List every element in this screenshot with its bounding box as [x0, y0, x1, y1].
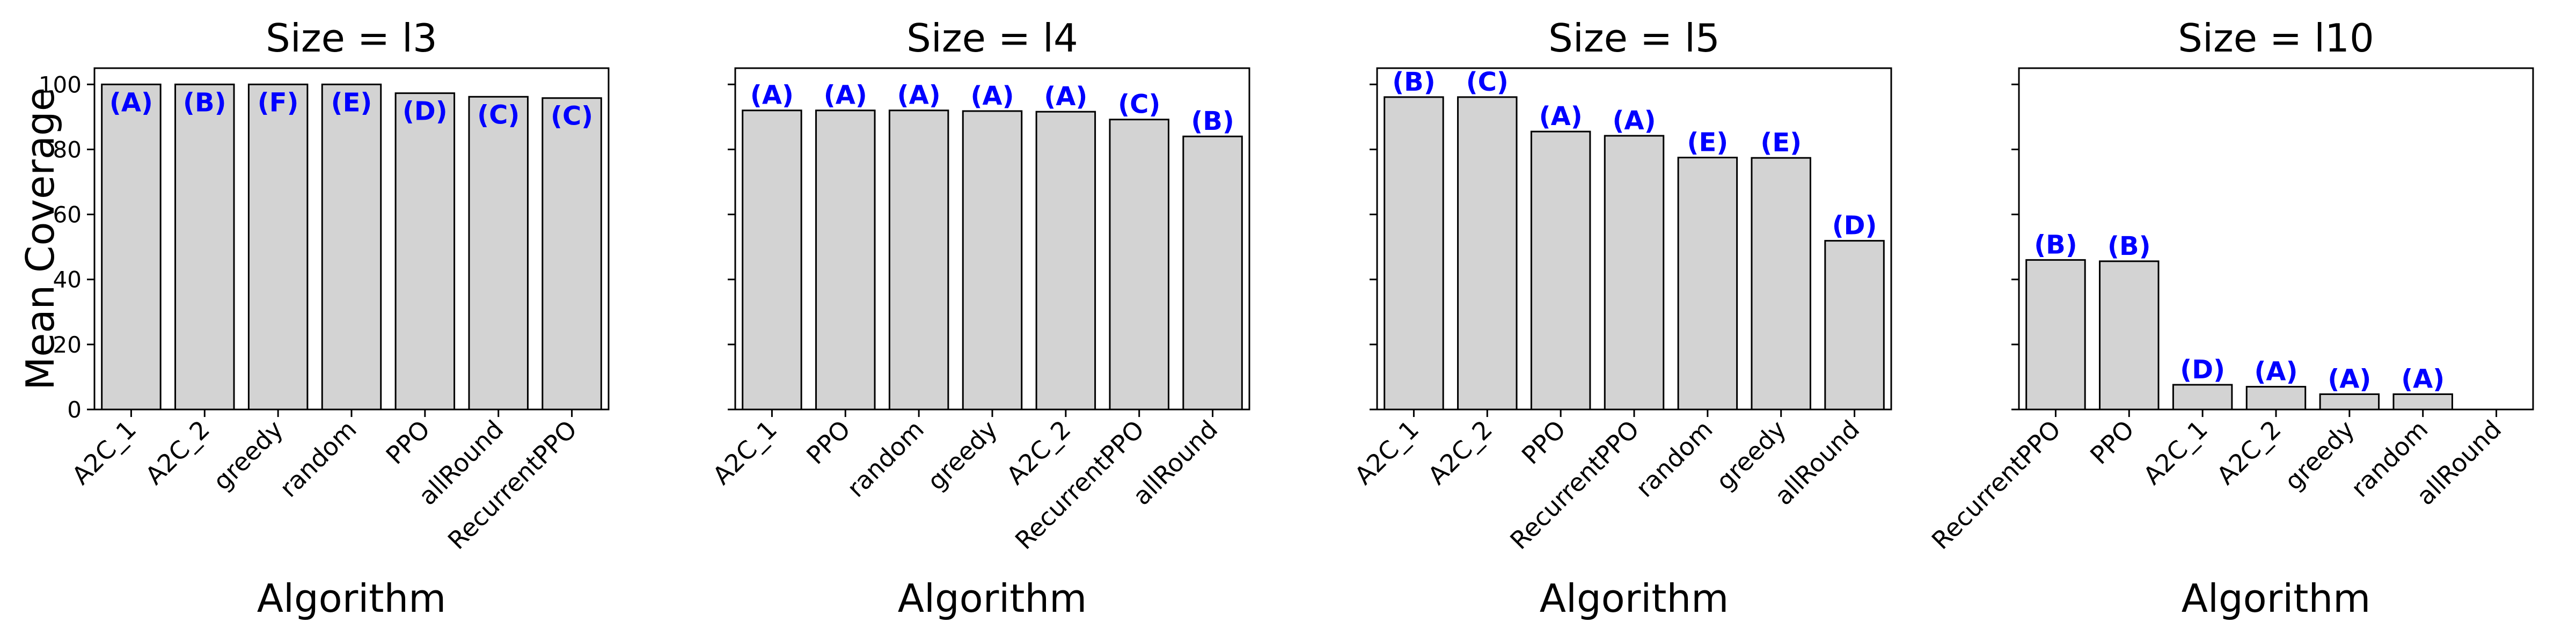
data-label: (B) [2034, 230, 2077, 260]
bar [815, 109, 876, 411]
data-label: (C) [1466, 67, 1509, 97]
bar [1530, 130, 1591, 411]
bar [2392, 393, 2453, 411]
y-tick-label: 40 [53, 267, 82, 293]
data-label: (C) [477, 100, 519, 130]
y-axis-label: Mean Coverage [18, 87, 63, 390]
bar [742, 109, 802, 411]
x-axis-label: Algorithm [2182, 576, 2371, 621]
category-label: RecurrentPPO [1504, 415, 1645, 555]
y-tick-label: 0 [67, 397, 82, 423]
data-label: (B) [1392, 67, 1435, 97]
data-label: (A) [970, 81, 1014, 111]
bar [174, 83, 235, 411]
category-label: RecurrentPPO [442, 415, 583, 555]
bar [2172, 384, 2233, 411]
data-label: (A) [2254, 357, 2297, 387]
category-label: PPO [1516, 415, 1571, 470]
category-label: A2C_1 [66, 415, 142, 491]
data-label: (B) [1191, 106, 1234, 136]
category-label: random [841, 415, 930, 503]
data-label: (C) [1118, 90, 1160, 120]
bar [1182, 135, 1243, 411]
panel-title: Size = l5 [1548, 16, 1720, 61]
category-label: PPO [2084, 415, 2140, 470]
category-label: A2C_2 [140, 415, 215, 491]
y-tick-label: 60 [53, 202, 82, 228]
data-label: (A) [1612, 106, 1656, 136]
category-label: greedy [921, 415, 1002, 496]
panel-title: Size = l10 [2178, 16, 2374, 61]
bar [1677, 157, 1738, 411]
bar [1824, 240, 1885, 411]
bar [2099, 260, 2160, 411]
category-label: A2C_1 [2138, 415, 2213, 491]
bar [2245, 386, 2307, 411]
category-label: RecurrentPPO [1009, 415, 1150, 555]
bar [101, 83, 162, 411]
y-tick-label: 80 [53, 136, 82, 163]
bar [1457, 96, 1518, 411]
category-label: PPO [380, 415, 436, 470]
bar [888, 109, 949, 411]
bar [1384, 96, 1444, 411]
panel-title: Size = l3 [266, 16, 437, 61]
data-label: (F) [258, 87, 299, 118]
category-label: A2C_2 [1422, 415, 1498, 491]
category-label: RecurrentPPO [1926, 415, 2067, 555]
bar [2319, 393, 2380, 411]
category-label: A2C_2 [2211, 415, 2287, 491]
bar [541, 97, 602, 411]
data-label: (D) [2180, 355, 2225, 385]
bar [1035, 111, 1096, 411]
bar [394, 92, 456, 411]
category-label: PPO [801, 415, 856, 470]
category-label: random [1630, 415, 1718, 503]
data-label: (A) [897, 80, 941, 111]
data-label: (E) [1687, 128, 1729, 158]
data-label: (C) [551, 101, 593, 131]
panel-title: Size = l4 [906, 16, 1078, 61]
category-label: A2C_1 [707, 415, 782, 491]
data-label: (A) [750, 80, 794, 111]
bar [1109, 119, 1169, 411]
category-label: A2C_1 [1349, 415, 1424, 491]
x-axis-label: Algorithm [257, 576, 447, 621]
x-axis-label: Algorithm [898, 576, 1087, 621]
bar [2025, 259, 2086, 411]
data-label: (D) [402, 97, 448, 127]
y-tick-label: 20 [53, 332, 82, 358]
data-label: (A) [1539, 101, 1583, 131]
bar [962, 110, 1023, 411]
data-label: (E) [1760, 128, 1802, 158]
bar [321, 83, 382, 411]
bar [247, 83, 309, 411]
data-label: (A) [2328, 364, 2371, 394]
data-label: (A) [109, 87, 153, 118]
bar [1604, 135, 1665, 411]
y-tick-label: 100 [39, 71, 82, 98]
bar [468, 96, 529, 411]
category-label: random [274, 415, 362, 503]
data-label: (B) [183, 87, 226, 118]
data-label: (B) [2107, 231, 2150, 261]
data-label: (E) [331, 87, 372, 118]
data-label: (A) [1044, 82, 1087, 112]
x-axis-label: Algorithm [1540, 576, 1729, 621]
data-label: (D) [1832, 211, 1877, 241]
data-label: (A) [824, 80, 867, 111]
data-label: (A) [2401, 364, 2445, 394]
bar [1751, 157, 1811, 411]
